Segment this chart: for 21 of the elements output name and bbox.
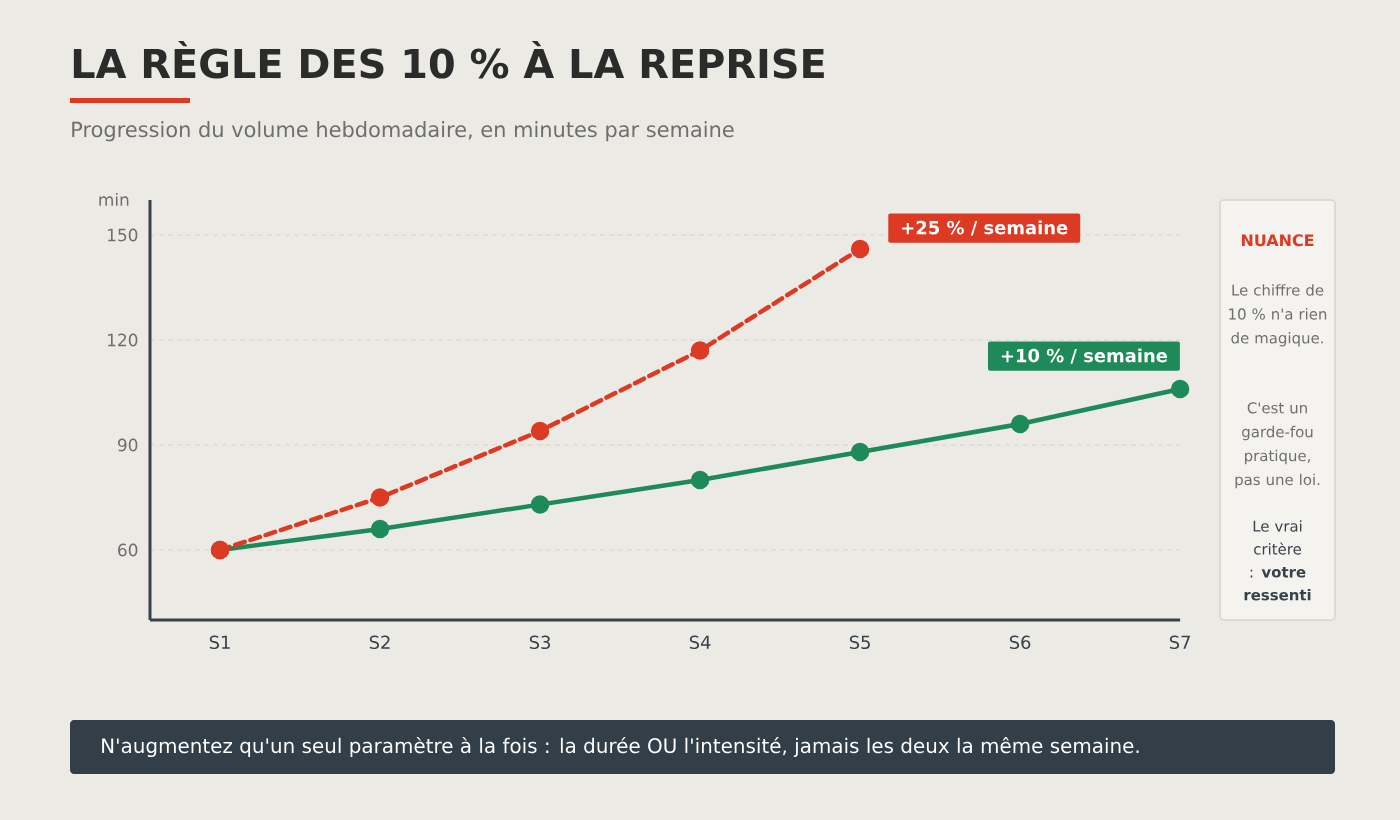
chart-subtitle: Progression du volume hebdomadaire, en minutes par semaine <box>72 121 734 142</box>
text: Le vrai critère : votre ressenti <box>1244 520 1311 601</box>
text: Le chiffre de 10 % n'a rien de magique. <box>1229 284 1327 347</box>
text: N'augmentez qu'un seul paramètre à la fois : la durée OU l'intensité, jamais les deux la même semaine. <box>102 736 1139 758</box>
y-tick-label: 60 <box>118 543 138 557</box>
x-tick-label: S7 <box>1169 635 1190 650</box>
text: +25 % / semaine <box>902 220 1068 236</box>
y-tick-label: 90 <box>117 438 138 452</box>
series-label: +10 % / semaine <box>1001 348 1168 364</box>
x-tick-label: S3 <box>529 635 550 650</box>
y-axis-title: min <box>99 192 129 206</box>
x-tick-label: S2 <box>369 635 390 650</box>
x-tick-label: S4 <box>689 635 711 650</box>
x-tick-label: S6 <box>1009 635 1031 650</box>
x-tick-label: S1 <box>209 635 230 650</box>
text: C'est un garde-fou pratique, pas une loi. <box>1235 402 1320 489</box>
chart-title: LA RÈGLE DES 10 % À LA REPRISE <box>73 41 824 79</box>
y-tick-label: 120 <box>108 333 138 347</box>
text: NUANCE <box>1241 234 1314 247</box>
x-tick-label: S5 <box>849 635 870 650</box>
y-tick-label: 150 <box>108 228 138 242</box>
